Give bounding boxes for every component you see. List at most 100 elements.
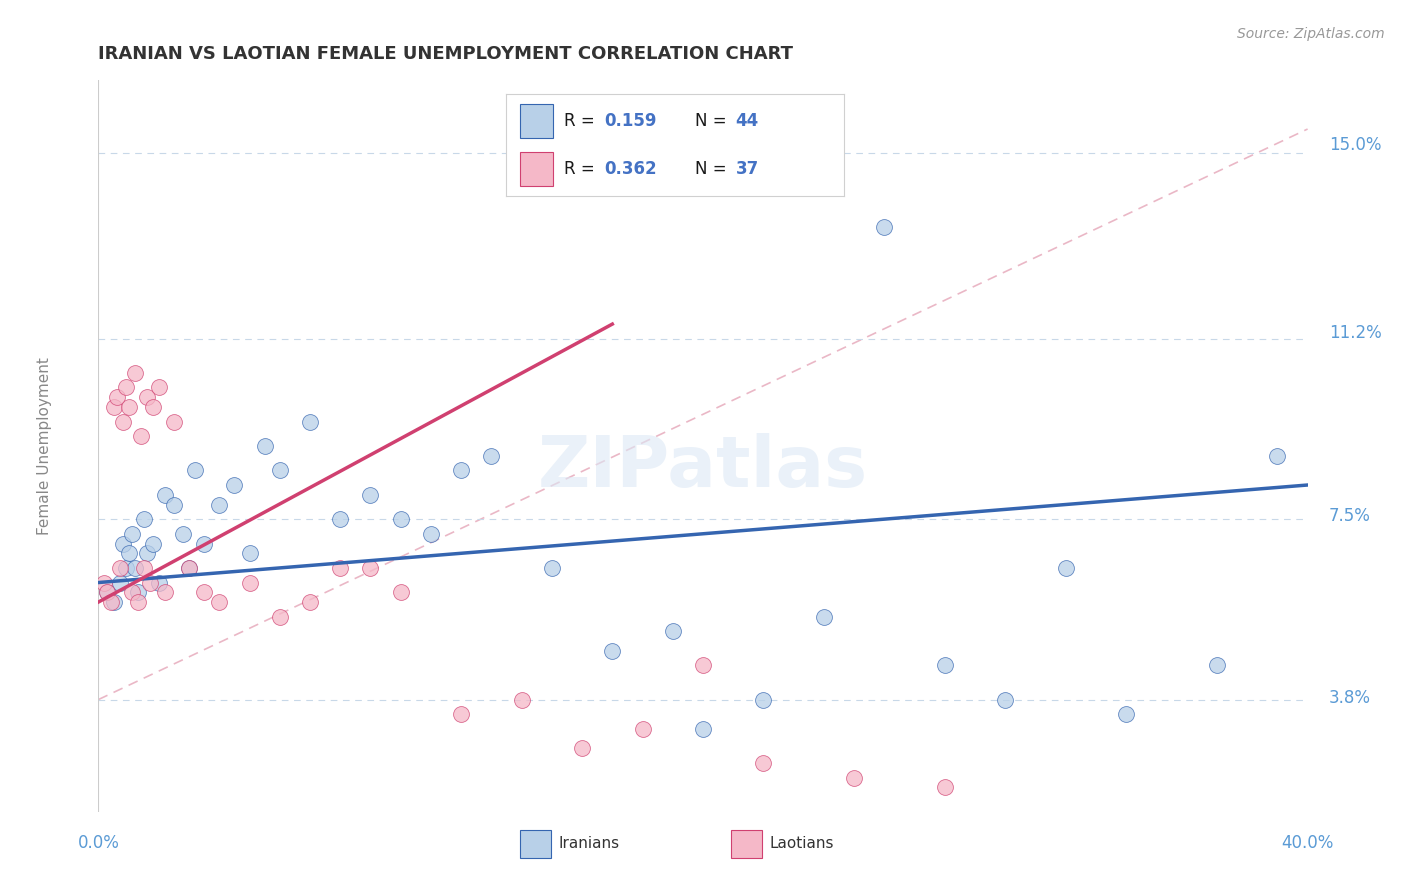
Text: 15.0%: 15.0% — [1329, 136, 1381, 154]
Text: R =: R = — [564, 112, 599, 130]
Point — [96, 585, 118, 599]
Point — [450, 463, 472, 477]
Point — [139, 575, 162, 590]
Point — [1115, 707, 1137, 722]
Point — [124, 366, 146, 380]
Point — [239, 575, 262, 590]
Text: 11.2%: 11.2% — [1329, 324, 1382, 342]
Text: 0.362: 0.362 — [605, 160, 657, 178]
Point — [118, 400, 141, 414]
Point — [208, 498, 231, 512]
Point — [127, 595, 149, 609]
Point — [540, 561, 562, 575]
Point — [148, 575, 170, 590]
Text: 0.159: 0.159 — [605, 112, 657, 130]
Point — [602, 644, 624, 658]
Point — [813, 609, 835, 624]
Point — [163, 498, 186, 512]
Point — [360, 561, 382, 575]
Text: IRANIAN VS LAOTIAN FEMALE UNEMPLOYMENT CORRELATION CHART: IRANIAN VS LAOTIAN FEMALE UNEMPLOYMENT C… — [98, 45, 793, 62]
Point — [135, 546, 157, 560]
Bar — [520, 104, 554, 137]
Point — [142, 400, 165, 414]
Point — [844, 771, 866, 785]
Point — [299, 415, 322, 429]
Point — [121, 585, 143, 599]
Point — [163, 415, 186, 429]
Point — [129, 429, 152, 443]
Point — [148, 380, 170, 394]
Point — [360, 488, 382, 502]
Point — [124, 561, 146, 575]
Point — [329, 512, 352, 526]
Point — [420, 526, 443, 541]
Point — [269, 609, 291, 624]
Point — [121, 526, 143, 541]
Text: 37: 37 — [735, 160, 759, 178]
Point — [253, 439, 276, 453]
Point — [752, 756, 775, 770]
Text: N =: N = — [695, 112, 733, 130]
Point — [631, 722, 654, 736]
Point — [692, 722, 714, 736]
Text: 0.0%: 0.0% — [77, 834, 120, 852]
Point — [450, 707, 472, 722]
Point — [1267, 449, 1289, 463]
Text: 44: 44 — [735, 112, 759, 130]
Point — [103, 595, 125, 609]
Point — [108, 575, 131, 590]
Point — [132, 512, 155, 526]
Point — [481, 449, 503, 463]
Point — [208, 595, 231, 609]
Point — [93, 575, 115, 590]
Point — [269, 463, 291, 477]
Text: 3.8%: 3.8% — [1329, 690, 1371, 707]
Point — [132, 561, 155, 575]
Point — [571, 741, 593, 756]
Point — [193, 585, 215, 599]
Point — [179, 561, 201, 575]
Point — [873, 219, 896, 234]
Point — [752, 692, 775, 706]
Point — [934, 658, 956, 673]
Text: N =: N = — [695, 160, 733, 178]
Text: Source: ZipAtlas.com: Source: ZipAtlas.com — [1237, 27, 1385, 41]
Point — [1206, 658, 1229, 673]
Point — [994, 692, 1017, 706]
Point — [111, 415, 134, 429]
Text: Laotians: Laotians — [769, 837, 834, 851]
Point — [172, 526, 194, 541]
Bar — [520, 153, 554, 186]
Text: R =: R = — [564, 160, 599, 178]
Point — [934, 780, 956, 795]
Point — [224, 478, 246, 492]
Point — [153, 585, 176, 599]
Point — [114, 380, 136, 394]
Point — [329, 561, 352, 575]
Point — [299, 595, 322, 609]
Point — [389, 512, 412, 526]
Point — [135, 390, 157, 404]
Text: Female Unemployment: Female Unemployment — [37, 357, 52, 535]
Point — [111, 536, 134, 550]
Point — [114, 561, 136, 575]
Point — [692, 658, 714, 673]
Point — [118, 546, 141, 560]
Text: Iranians: Iranians — [558, 837, 619, 851]
Point — [142, 536, 165, 550]
Point — [153, 488, 176, 502]
Text: 40.0%: 40.0% — [1281, 834, 1334, 852]
Point — [179, 561, 201, 575]
Text: ZIPatlas: ZIPatlas — [538, 434, 868, 502]
Point — [661, 624, 683, 639]
Point — [1054, 561, 1077, 575]
Point — [105, 390, 128, 404]
Point — [389, 585, 412, 599]
Point — [108, 561, 131, 575]
Point — [127, 585, 149, 599]
Point — [193, 536, 215, 550]
Point — [100, 595, 122, 609]
Point — [184, 463, 207, 477]
Point — [96, 585, 118, 599]
Point — [103, 400, 125, 414]
